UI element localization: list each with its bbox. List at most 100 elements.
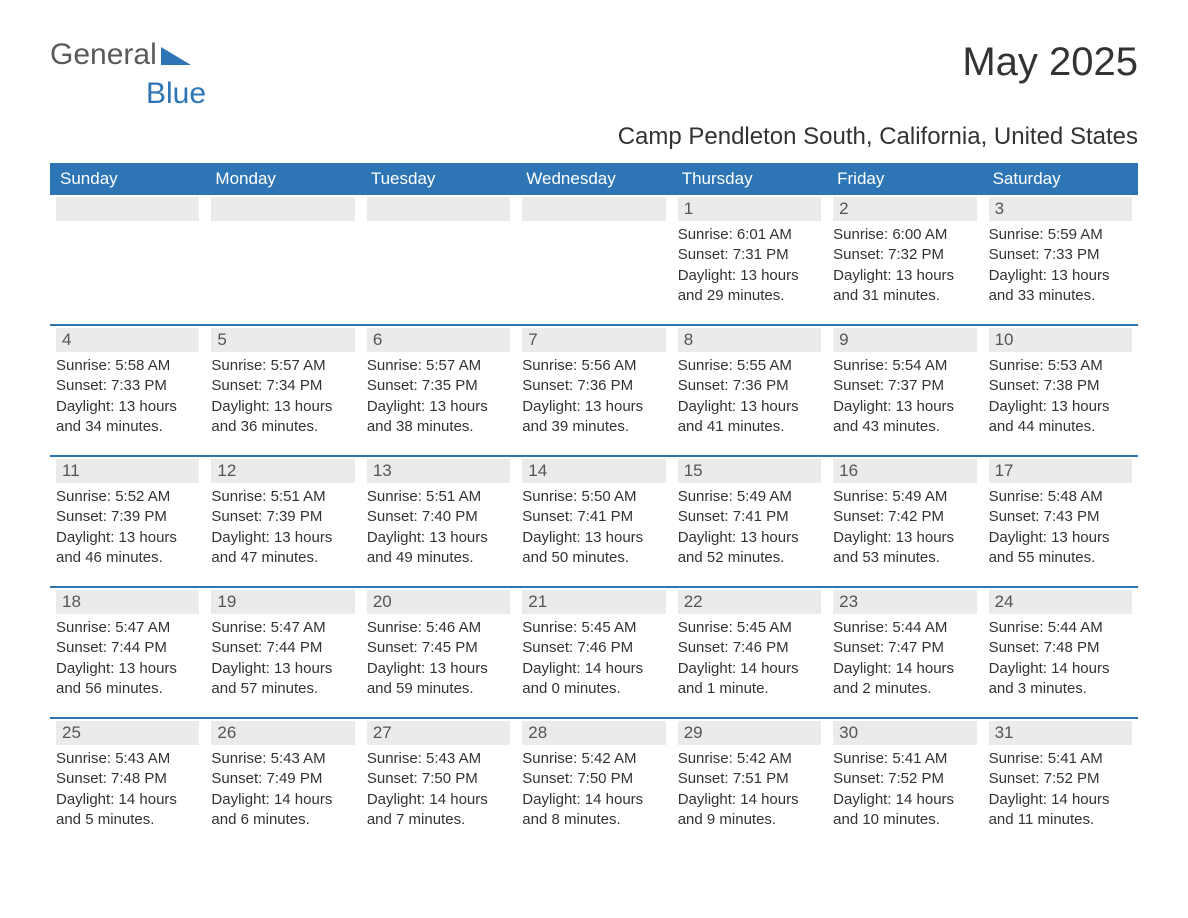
day-number: 8: [678, 328, 821, 352]
day-number: 30: [833, 721, 976, 745]
daylight-text-2: and 3 minutes.: [989, 679, 1132, 699]
calendar-cell: 3 Sunrise: 5:59 AMSunset: 7:33 PMDaylight…: [983, 195, 1138, 306]
calendar-cell: [205, 195, 360, 306]
day-number: 7: [522, 328, 665, 352]
day-info: Sunrise: 5:48 AMSunset: 7:43 PMDaylight:…: [989, 487, 1132, 568]
day-info: Sunrise: 5:43 AMSunset: 7:49 PMDaylight:…: [211, 749, 354, 830]
daylight-text-1: Daylight: 13 hours: [989, 528, 1132, 548]
day-info: Sunrise: 5:59 AMSunset: 7:33 PMDaylight:…: [989, 225, 1132, 306]
sunrise-text: Sunrise: 5:56 AM: [522, 356, 665, 376]
day-number: 13: [367, 459, 510, 483]
daylight-text-1: Daylight: 14 hours: [678, 659, 821, 679]
day-number: 9: [833, 328, 976, 352]
calendar-cell: 18Sunrise: 5:47 AMSunset: 7:44 PMDayligh…: [50, 588, 205, 699]
sunrise-text: Sunrise: 5:49 AM: [833, 487, 976, 507]
day-info: Sunrise: 5:47 AMSunset: 7:44 PMDaylight:…: [211, 618, 354, 699]
calendar-cell: 21Sunrise: 5:45 AMSunset: 7:46 PMDayligh…: [516, 588, 671, 699]
calendar-cell: 11Sunrise: 5:52 AMSunset: 7:39 PMDayligh…: [50, 457, 205, 568]
daylight-text-1: Daylight: 13 hours: [833, 528, 976, 548]
day-info: Sunrise: 5:55 AMSunset: 7:36 PMDaylight:…: [678, 356, 821, 437]
daylight-text-1: Daylight: 14 hours: [522, 790, 665, 810]
day-number: 25: [56, 721, 199, 745]
day-number: 22: [678, 590, 821, 614]
day-number: 19: [211, 590, 354, 614]
calendar-cell: 12 Sunrise: 5:51 AMSunset: 7:39 PMDayligh…: [205, 457, 360, 568]
sunset-text: Sunset: 7:42 PM: [833, 507, 976, 527]
day-number: [367, 197, 510, 221]
sunrise-text: Sunrise: 5:58 AM: [56, 356, 199, 376]
daylight-text-2: and 55 minutes.: [989, 548, 1132, 568]
sunrise-text: Sunrise: 5:57 AM: [367, 356, 510, 376]
sunrise-text: Sunrise: 5:53 AM: [989, 356, 1132, 376]
sunrise-text: Sunrise: 5:46 AM: [367, 618, 510, 638]
daylight-text-1: Daylight: 13 hours: [989, 266, 1132, 286]
day-number: 4: [56, 328, 199, 352]
day-info: Sunrise: 5:43 AMSunset: 7:50 PMDaylight:…: [367, 749, 510, 830]
page-title: May 2025: [962, 40, 1138, 85]
sunrise-text: Sunrise: 5:51 AM: [211, 487, 354, 507]
day-info: Sunrise: 6:01 AMSunset: 7:31 PMDaylight:…: [678, 225, 821, 306]
day-info: Sunrise: 5:57 AMSunset: 7:34 PMDaylight:…: [211, 356, 354, 437]
page: General May 2025 Blue Camp Pendleton Sou…: [0, 0, 1188, 918]
calendar-cell: 1Sunrise: 6:01 AMSunset: 7:31 PMDaylight…: [672, 195, 827, 306]
day-number: 16: [833, 459, 976, 483]
calendar-cell: 26Sunrise: 5:43 AMSunset: 7:49 PMDayligh…: [205, 719, 360, 830]
sunrise-text: Sunrise: 6:01 AM: [678, 225, 821, 245]
calendar-cell: 8 Sunrise: 5:55 AMSunset: 7:36 PMDaylight…: [672, 326, 827, 437]
sunrise-text: Sunrise: 5:45 AM: [678, 618, 821, 638]
day-number: 12: [211, 459, 354, 483]
day-number: 11: [56, 459, 199, 483]
day-info: Sunrise: 5:57 AMSunset: 7:35 PMDaylight:…: [367, 356, 510, 437]
daylight-text-1: Daylight: 13 hours: [367, 659, 510, 679]
daylight-text-1: Daylight: 14 hours: [367, 790, 510, 810]
calendar-cell: 9 Sunrise: 5:54 AMSunset: 7:37 PMDaylight…: [827, 326, 982, 437]
dow-header: Thursday: [672, 163, 827, 195]
sunrise-text: Sunrise: 5:47 AM: [211, 618, 354, 638]
sunset-text: Sunset: 7:44 PM: [211, 638, 354, 658]
sunset-text: Sunset: 7:46 PM: [522, 638, 665, 658]
calendar-cell: [50, 195, 205, 306]
daylight-text-2: and 10 minutes.: [833, 810, 976, 830]
calendar-cell: 15Sunrise: 5:49 AMSunset: 7:41 PMDayligh…: [672, 457, 827, 568]
day-info: Sunrise: 5:42 AMSunset: 7:50 PMDaylight:…: [522, 749, 665, 830]
sunrise-text: Sunrise: 5:49 AM: [678, 487, 821, 507]
sunrise-text: Sunrise: 5:43 AM: [56, 749, 199, 769]
logo: General: [50, 40, 191, 70]
sunset-text: Sunset: 7:50 PM: [367, 769, 510, 789]
sunrise-text: Sunrise: 5:41 AM: [989, 749, 1132, 769]
sunset-text: Sunset: 7:47 PM: [833, 638, 976, 658]
day-info: Sunrise: 5:43 AMSunset: 7:48 PMDaylight:…: [56, 749, 199, 830]
daylight-text-2: and 5 minutes.: [56, 810, 199, 830]
sunrise-text: Sunrise: 6:00 AM: [833, 225, 976, 245]
daylight-text-2: and 59 minutes.: [367, 679, 510, 699]
day-number: 29: [678, 721, 821, 745]
calendar-cell: 29Sunrise: 5:42 AMSunset: 7:51 PMDayligh…: [672, 719, 827, 830]
daylight-text-1: Daylight: 14 hours: [989, 790, 1132, 810]
sunset-text: Sunset: 7:39 PM: [211, 507, 354, 527]
daylight-text-1: Daylight: 13 hours: [211, 397, 354, 417]
logo-text-blue: Blue: [146, 77, 206, 110]
sunset-text: Sunset: 7:33 PM: [989, 245, 1132, 265]
calendar-cell: 22Sunrise: 5:45 AMSunset: 7:46 PMDayligh…: [672, 588, 827, 699]
sunset-text: Sunset: 7:36 PM: [678, 376, 821, 396]
day-number: 3: [989, 197, 1132, 221]
sunset-text: Sunset: 7:39 PM: [56, 507, 199, 527]
day-info: Sunrise: 5:58 AMSunset: 7:33 PMDaylight:…: [56, 356, 199, 437]
sunrise-text: Sunrise: 5:57 AM: [211, 356, 354, 376]
day-number: 14: [522, 459, 665, 483]
day-info: Sunrise: 5:47 AMSunset: 7:44 PMDaylight:…: [56, 618, 199, 699]
daylight-text-1: Daylight: 14 hours: [522, 659, 665, 679]
daylight-text-2: and 41 minutes.: [678, 417, 821, 437]
daylight-text-2: and 11 minutes.: [989, 810, 1132, 830]
sunset-text: Sunset: 7:36 PM: [522, 376, 665, 396]
day-number: 27: [367, 721, 510, 745]
day-info: Sunrise: 5:46 AMSunset: 7:45 PMDaylight:…: [367, 618, 510, 699]
day-info: Sunrise: 6:00 AMSunset: 7:32 PMDaylight:…: [833, 225, 976, 306]
day-info: Sunrise: 5:54 AMSunset: 7:37 PMDaylight:…: [833, 356, 976, 437]
sunset-text: Sunset: 7:38 PM: [989, 376, 1132, 396]
daylight-text-2: and 29 minutes.: [678, 286, 821, 306]
dow-header: Wednesday: [516, 163, 671, 195]
daylight-text-1: Daylight: 13 hours: [211, 528, 354, 548]
sunrise-text: Sunrise: 5:43 AM: [367, 749, 510, 769]
sunset-text: Sunset: 7:33 PM: [56, 376, 199, 396]
